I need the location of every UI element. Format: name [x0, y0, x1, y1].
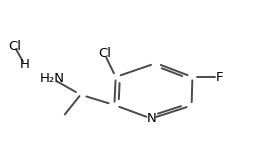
Text: Cl: Cl	[8, 40, 21, 53]
Text: F: F	[216, 71, 223, 83]
Text: N: N	[146, 112, 156, 125]
Text: H₂N: H₂N	[40, 72, 64, 85]
Text: Cl: Cl	[98, 47, 111, 60]
Text: H: H	[20, 58, 30, 71]
